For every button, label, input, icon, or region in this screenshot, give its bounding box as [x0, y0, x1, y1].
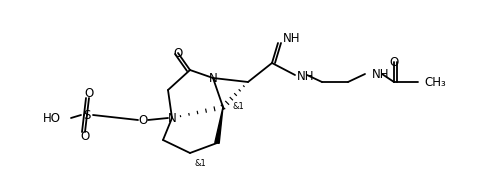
- Text: &1: &1: [194, 160, 205, 168]
- Text: NH: NH: [371, 68, 389, 80]
- Text: CH₃: CH₃: [423, 76, 445, 88]
- Text: NH: NH: [282, 31, 300, 45]
- Text: N: N: [208, 71, 217, 85]
- Polygon shape: [215, 107, 223, 143]
- Text: O: O: [389, 56, 398, 68]
- Text: O: O: [138, 114, 147, 126]
- Text: &1: &1: [232, 102, 244, 111]
- Text: O: O: [80, 131, 89, 143]
- Text: O: O: [84, 87, 94, 99]
- Text: S: S: [83, 108, 91, 122]
- Text: NH: NH: [296, 70, 314, 82]
- Text: O: O: [173, 47, 182, 59]
- Text: N: N: [167, 111, 176, 125]
- Text: HO: HO: [43, 111, 61, 125]
